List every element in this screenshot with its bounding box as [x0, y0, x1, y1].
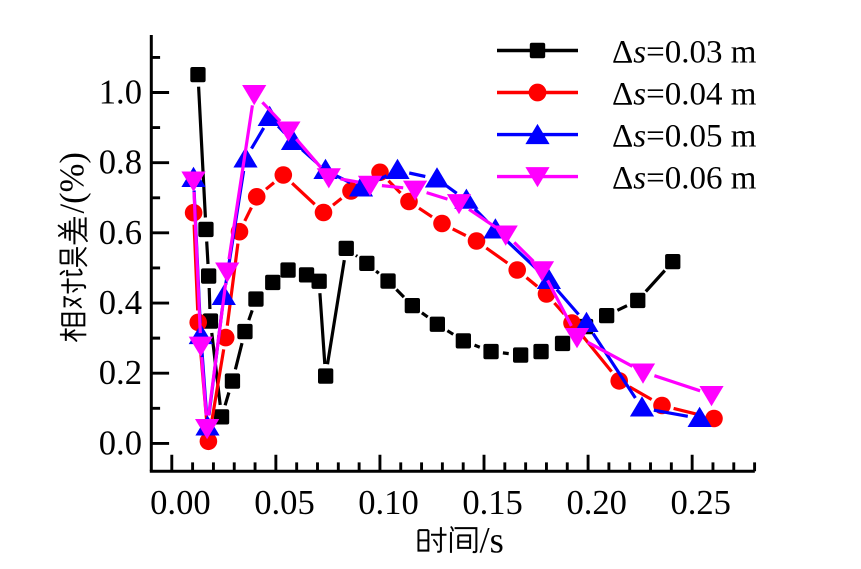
svg-text:0.8: 0.8: [99, 144, 142, 182]
svg-text:0.0: 0.0: [99, 424, 142, 462]
svg-text:1.0: 1.0: [99, 74, 142, 112]
svg-text:0.15: 0.15: [462, 484, 523, 522]
svg-text:Δs=0.06 m: Δs=0.06 m: [612, 161, 757, 197]
svg-text:0.00: 0.00: [150, 484, 211, 522]
svg-text:0.4: 0.4: [99, 284, 142, 322]
svg-text:Δs=0.04 m: Δs=0.04 m: [612, 76, 757, 112]
svg-text:Δs=0.03 m: Δs=0.03 m: [612, 34, 757, 70]
svg-text:0.6: 0.6: [99, 214, 142, 252]
svg-text:0.10: 0.10: [358, 484, 419, 522]
svg-text:0.2: 0.2: [99, 354, 142, 392]
svg-text:Δs=0.05 m: Δs=0.05 m: [612, 119, 757, 155]
svg-text:0.05: 0.05: [254, 484, 315, 522]
svg-text:0.20: 0.20: [566, 484, 627, 522]
svg-text:/(%): /(%): [54, 152, 92, 213]
svg-text:/s: /s: [480, 520, 504, 561]
svg-text:0.25: 0.25: [670, 484, 731, 522]
